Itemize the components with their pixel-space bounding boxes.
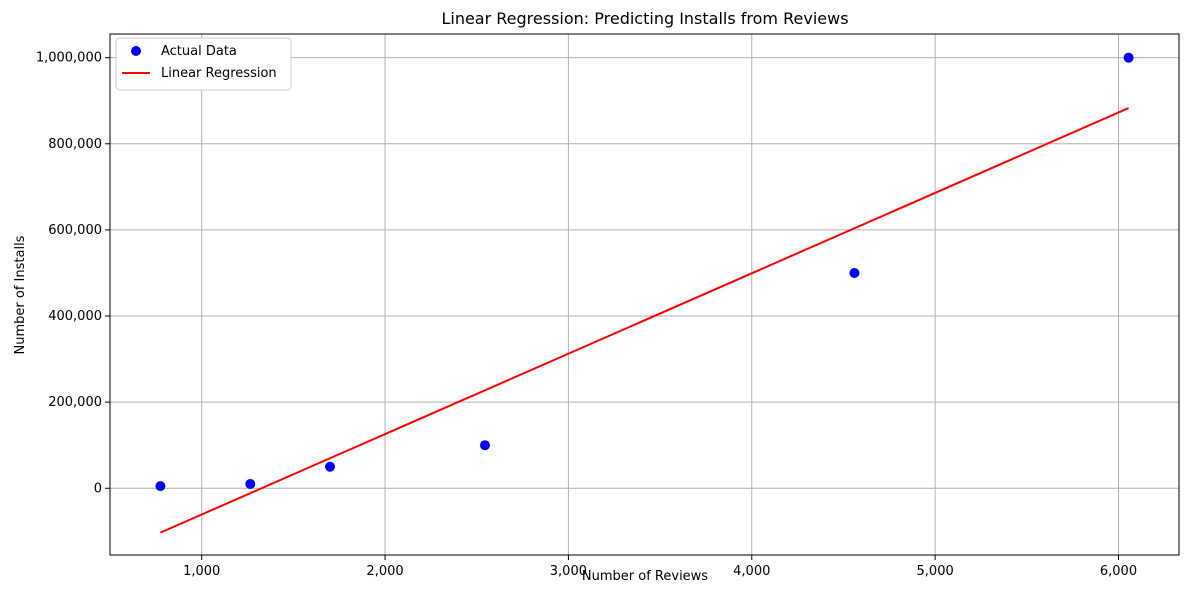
y-tick-label: 800,000 xyxy=(48,137,102,152)
tick-layer: 1,000 2,000 3,000 4,000 5,000 6,000 0 200,000 40… xyxy=(36,51,1137,579)
y-tick-label: 1,000,000 xyxy=(36,51,102,66)
scatter-point xyxy=(1123,52,1134,63)
legend-actual-data-label: Actual Data xyxy=(161,44,237,59)
x-tick-label: 6,000 xyxy=(1100,564,1137,579)
plot-area-frame xyxy=(109,33,1180,556)
x-tick-label: 1,000 xyxy=(183,564,220,579)
scatter-point xyxy=(245,478,256,489)
y-tick-label: 200,000 xyxy=(48,395,102,410)
legend-box xyxy=(115,37,292,91)
x-tick-label: 4,000 xyxy=(733,564,770,579)
x-tick-label: 5,000 xyxy=(917,564,954,579)
x-tick-label: 3,000 xyxy=(550,564,587,579)
series-layer xyxy=(155,52,1134,534)
y-axis-title: Number of Installs xyxy=(13,235,28,354)
x-tick-label: 2,000 xyxy=(366,564,403,579)
y-tick-label: 0 xyxy=(94,481,102,496)
scatter-point xyxy=(155,481,166,492)
regression-line xyxy=(160,107,1129,534)
legend-linear-regression-label: Linear Regression xyxy=(161,66,277,81)
y-tick-label: 600,000 xyxy=(48,223,102,238)
chart-title: Linear Regression: Predicting Installs f… xyxy=(441,9,848,28)
y-tick-label: 400,000 xyxy=(48,309,102,324)
scatter-point xyxy=(479,440,490,451)
legend: Actual Data Linear Regression xyxy=(115,37,292,91)
legend-actual-data-marker xyxy=(131,46,141,56)
x-axis-title: Number of Reviews xyxy=(582,569,708,584)
scatter-point xyxy=(849,267,860,278)
scatter-point xyxy=(325,461,336,472)
grid-layer xyxy=(110,34,1179,555)
